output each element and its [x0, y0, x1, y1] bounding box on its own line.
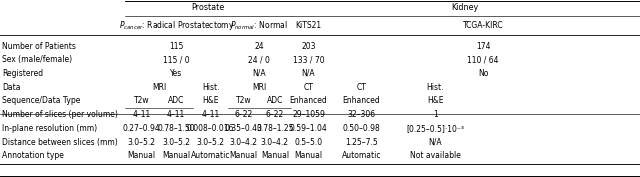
Text: CT: CT	[356, 83, 367, 92]
Text: Yes: Yes	[170, 69, 182, 78]
Text: 29–1059: 29–1059	[292, 110, 325, 119]
Text: Prostate: Prostate	[191, 4, 224, 12]
Text: ADC: ADC	[168, 96, 184, 105]
Text: Manual: Manual	[128, 151, 156, 160]
Text: Enhanced: Enhanced	[290, 96, 327, 105]
Text: Number of slices (per volume): Number of slices (per volume)	[2, 110, 118, 119]
Text: Automatic: Automatic	[191, 151, 230, 160]
Text: 203: 203	[301, 42, 316, 50]
Text: T2w: T2w	[134, 96, 150, 105]
Text: 0.59–1.04: 0.59–1.04	[290, 124, 327, 133]
Text: Enhanced: Enhanced	[343, 96, 380, 105]
Text: [0.25–0.5]·10⁻³: [0.25–0.5]·10⁻³	[406, 124, 464, 133]
Text: N/A: N/A	[428, 138, 442, 147]
Text: Manual: Manual	[230, 151, 257, 160]
Text: H&E: H&E	[427, 96, 444, 105]
Text: Automatic: Automatic	[342, 151, 381, 160]
Text: 4–11: 4–11	[132, 110, 151, 119]
Text: Hist.: Hist.	[426, 83, 444, 92]
Text: 3.0–4.2: 3.0–4.2	[230, 138, 257, 147]
Text: Kidney: Kidney	[452, 4, 479, 12]
Text: 0.78–1.50: 0.78–1.50	[157, 124, 195, 133]
Text: Registered: Registered	[2, 69, 43, 78]
Text: N/A: N/A	[252, 69, 266, 78]
Text: 115: 115	[169, 42, 184, 50]
Text: H&E: H&E	[202, 96, 219, 105]
Text: Manual: Manual	[261, 151, 289, 160]
Text: 3.0–5.2: 3.0–5.2	[162, 138, 190, 147]
Text: 24 / 0: 24 / 0	[248, 55, 270, 64]
Text: N/A: N/A	[301, 69, 316, 78]
Text: Sequence/Data Type: Sequence/Data Type	[2, 96, 80, 105]
Text: 110 / 64: 110 / 64	[467, 55, 499, 64]
Text: Manual: Manual	[162, 151, 190, 160]
Text: Distance between slices (mm): Distance between slices (mm)	[2, 138, 118, 147]
Text: 115 / 0: 115 / 0	[163, 55, 189, 64]
Text: 24: 24	[254, 42, 264, 50]
Text: 3.0–5.2: 3.0–5.2	[128, 138, 156, 147]
Text: Manual: Manual	[294, 151, 323, 160]
Text: In-plane resolution (mm): In-plane resolution (mm)	[2, 124, 97, 133]
Text: Number of Patients: Number of Patients	[2, 42, 76, 50]
Text: KiTS21: KiTS21	[296, 21, 321, 30]
Text: 174: 174	[476, 42, 490, 50]
Text: Sex (male/female): Sex (male/female)	[2, 55, 72, 64]
Text: 4–11: 4–11	[167, 110, 185, 119]
Text: Data: Data	[2, 83, 20, 92]
Text: $P_{normal}$: Normal: $P_{normal}$: Normal	[230, 19, 288, 32]
Text: 0.27–0.94: 0.27–0.94	[123, 124, 161, 133]
Text: 0.35–0.43: 0.35–0.43	[225, 124, 262, 133]
Text: 6–22: 6–22	[266, 110, 284, 119]
Text: Not available: Not available	[410, 151, 461, 160]
Text: $P_{cancer}$: Radical Prostatectomy: $P_{cancer}$: Radical Prostatectomy	[118, 19, 234, 32]
Text: 133 / 70: 133 / 70	[292, 55, 324, 64]
Text: No: No	[478, 69, 488, 78]
Text: T2w: T2w	[236, 96, 252, 105]
Text: 0.78–1.25: 0.78–1.25	[256, 124, 294, 133]
Text: 0.5–5.0: 0.5–5.0	[294, 138, 323, 147]
Text: MRI: MRI	[152, 83, 166, 92]
Text: 3.0–5.2: 3.0–5.2	[196, 138, 225, 147]
Text: Annotation type: Annotation type	[2, 151, 64, 160]
Text: Hist.: Hist.	[202, 83, 220, 92]
Text: CT: CT	[303, 83, 314, 92]
Text: 0.50–0.98: 0.50–0.98	[343, 124, 380, 133]
Text: 0.008–0.016: 0.008–0.016	[187, 124, 234, 133]
Text: 32–306: 32–306	[348, 110, 376, 119]
Text: MRI: MRI	[252, 83, 266, 92]
Text: 1: 1	[433, 110, 438, 119]
Text: ADC: ADC	[267, 96, 283, 105]
Text: 1.25–7.5: 1.25–7.5	[345, 138, 378, 147]
Text: 4–11: 4–11	[202, 110, 220, 119]
Text: TCGA-KIRC: TCGA-KIRC	[463, 21, 504, 30]
Text: 3.0–4.2: 3.0–4.2	[261, 138, 289, 147]
Text: 6–22: 6–22	[234, 110, 253, 119]
